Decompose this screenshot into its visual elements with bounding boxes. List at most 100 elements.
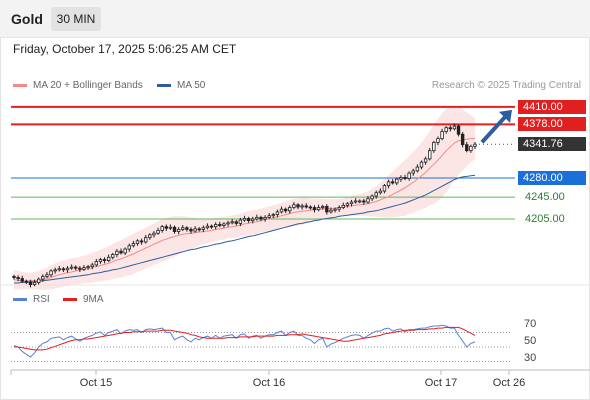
candle-up: [168, 226, 173, 229]
resistance-price-tag: 4378.00: [518, 117, 586, 132]
candle-up: [86, 266, 90, 269]
candle-up: [349, 201, 354, 205]
candle-up: [432, 142, 436, 152]
candle-up: [176, 228, 181, 232]
candle-up: [300, 205, 304, 208]
candle-down: [218, 224, 222, 226]
candle-up: [255, 216, 259, 220]
candle-up: [238, 219, 243, 224]
candle-up: [205, 225, 210, 229]
candle-up: [57, 268, 61, 271]
ma50-swatch: [157, 84, 171, 87]
x-axis-label: Oct 15: [79, 377, 113, 389]
ma50-line: [14, 174, 476, 284]
candle-up: [193, 228, 197, 232]
candle-up: [345, 203, 350, 206]
timeframe-button[interactable]: 30 MIN: [51, 7, 101, 31]
candle-down: [164, 226, 168, 229]
candle-up: [423, 158, 428, 163]
candle-down: [460, 133, 465, 146]
candle-up: [152, 232, 156, 236]
candle-up: [440, 131, 444, 140]
candle-up: [366, 198, 370, 203]
candle-up: [407, 172, 411, 179]
candle-up: [469, 145, 473, 152]
candle-up: [428, 150, 432, 160]
candle-down: [465, 144, 469, 152]
candle-down: [78, 267, 82, 270]
legend-label: RSI: [33, 294, 50, 305]
candle-up: [370, 195, 374, 200]
candle-down: [119, 250, 123, 254]
candle-up: [419, 161, 424, 168]
rsi-level-label: 70: [524, 318, 537, 330]
candle-up: [452, 125, 457, 130]
candle-down: [209, 225, 214, 228]
legend-item-ma20-bollinger: MA 20 + Bollinger Bands: [13, 80, 143, 91]
rsi-ma-swatch: [63, 298, 77, 301]
legend-label: MA 50: [177, 80, 206, 91]
candle-up: [160, 226, 164, 231]
candle-up: [353, 200, 358, 203]
candle-up: [292, 204, 296, 208]
candle-up: [288, 207, 292, 212]
candle-down: [234, 221, 238, 224]
candle-up: [395, 178, 399, 184]
support-price-tag: 4205.00: [525, 213, 565, 225]
candle-down: [246, 218, 251, 222]
candle-up: [111, 254, 115, 258]
candle-up: [436, 138, 440, 143]
candle-up: [267, 215, 271, 218]
candle-down: [28, 281, 33, 286]
candle-up: [82, 267, 86, 270]
legend-item-ma50: MA 50: [157, 80, 205, 91]
legend-item-rsi-9ma: 9MA: [63, 294, 104, 305]
candle-up: [94, 261, 99, 266]
legend-label: MA 20 + Bollinger Bands: [33, 80, 143, 91]
forecast-arrow-head: [499, 109, 512, 123]
candle-up: [316, 207, 321, 211]
candle-up: [242, 218, 247, 221]
candle-down: [74, 266, 78, 269]
x-axis-label: Oct 16: [252, 377, 286, 389]
candle-up: [213, 224, 218, 228]
candle-up: [32, 282, 37, 285]
candle-up: [123, 248, 127, 254]
candle-up: [275, 211, 280, 216]
candle-up: [156, 230, 160, 234]
candle-up: [374, 192, 378, 197]
pivot-price-tag: 4280.00: [518, 171, 586, 185]
candle-down: [312, 207, 317, 211]
candle-up: [65, 267, 70, 271]
candle-up: [69, 266, 74, 269]
rsi-swatch: [13, 298, 27, 301]
x-axis-label: Oct 26: [492, 377, 526, 389]
ma20-swatch: [13, 84, 27, 87]
candle-down: [12, 275, 16, 278]
candle-up: [263, 216, 267, 220]
last-price-tag: 4341.76: [518, 137, 586, 152]
candle-up: [144, 237, 148, 243]
candle-down: [197, 228, 201, 231]
candle-down: [189, 228, 193, 232]
candle-up: [115, 250, 119, 255]
candle-up: [49, 270, 53, 276]
candle-down: [304, 205, 308, 208]
candle-up: [329, 209, 333, 213]
candle-down: [403, 177, 407, 179]
candle-up: [98, 259, 103, 263]
forecast-arrow-shaft: [480, 114, 508, 144]
candle-up: [321, 206, 325, 208]
bollinger-band-area: [14, 105, 475, 291]
symbol-title: Gold: [11, 11, 43, 27]
candle-up: [148, 234, 152, 238]
candle-down: [390, 181, 395, 184]
candle-down: [362, 200, 366, 203]
candle-down: [24, 280, 29, 283]
rsi-line: [13, 324, 476, 358]
rsi-level-label: 50: [524, 335, 537, 347]
candle-up: [382, 185, 387, 192]
candle-up: [127, 245, 131, 250]
legend-label: 9MA: [83, 294, 104, 305]
